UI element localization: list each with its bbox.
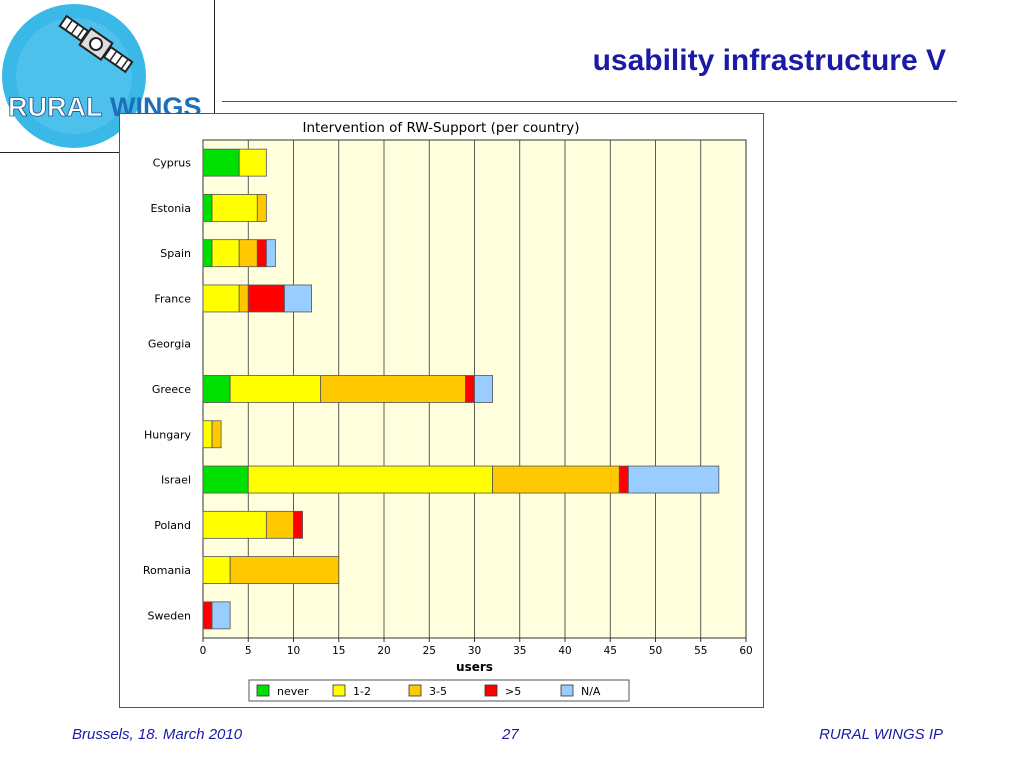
bar-segment: [202, 465, 249, 494]
satellite-icon: [58, 14, 134, 74]
legend-label: never: [277, 685, 309, 698]
x-axis-ticks: 0 5 10 15 20 25 30 35 40 45 50 55 60: [200, 638, 753, 657]
category-label: Spain: [160, 247, 191, 260]
category-label: Poland: [154, 519, 191, 532]
legend-swatch: [256, 684, 270, 697]
slide-title: usability infrastructure V: [592, 44, 946, 77]
legend-swatch: [484, 684, 498, 697]
bar-segment: [202, 601, 213, 630]
bar-segment: [293, 510, 303, 539]
x-tick-label: 15: [332, 645, 345, 657]
bar-segment: [265, 510, 294, 539]
legend-label: N/A: [581, 685, 601, 698]
x-tick-label: 25: [423, 645, 436, 657]
bar-segment: [202, 420, 213, 449]
page-number: 27: [502, 726, 519, 743]
legend-label: 1-2: [353, 685, 371, 698]
x-tick-label: 50: [649, 645, 662, 657]
category-label: Romania: [143, 564, 191, 577]
chart-title: Intervention of RW-Support (per country): [302, 120, 579, 136]
legend-label: >5: [505, 685, 521, 698]
category-label: Estonia: [151, 202, 192, 215]
bar-segment: [465, 375, 475, 403]
legend-label: 3-5: [429, 685, 447, 698]
bar-segment: [238, 239, 258, 268]
category-label: France: [154, 292, 191, 305]
x-tick-label: 45: [604, 645, 617, 657]
bar-segment: [238, 148, 267, 177]
bar-segment: [202, 375, 231, 403]
bar-segment: [202, 510, 267, 539]
bar-segment: [202, 239, 213, 268]
y-axis-labels: Cyprus Estonia Spain France Georgia Greece Hun…: [143, 157, 192, 623]
x-tick-label: 30: [468, 645, 481, 657]
bar-segment: [202, 556, 231, 584]
bar-segment: [492, 465, 620, 494]
x-tick-label: 35: [513, 645, 526, 657]
rural-wings-logo: RURAL WINGS: [0, 0, 215, 153]
x-tick-label: 5: [245, 645, 252, 657]
category-label: Greece: [152, 383, 191, 396]
x-tick-label: 40: [558, 645, 571, 657]
legend-swatch: [332, 684, 346, 697]
bar-segment: [202, 194, 213, 222]
bar-segment: [247, 465, 494, 494]
category-label: Georgia: [148, 338, 191, 351]
bar-segment: [238, 284, 249, 313]
category-label: Israel: [161, 474, 191, 487]
legend-swatch: [560, 684, 574, 697]
bar-segment: [229, 375, 322, 403]
x-tick-label: 55: [694, 645, 707, 657]
x-tick-label: 20: [377, 645, 390, 657]
logo-graphic: RURAL WINGS: [2, 4, 202, 148]
bar-segment: [627, 465, 720, 494]
x-tick-label: 10: [287, 645, 300, 657]
bar-segment: [247, 284, 285, 313]
x-tick-label: 0: [200, 645, 207, 657]
bars: [202, 148, 720, 630]
footer-date: Brussels, 18. March 2010: [72, 726, 243, 743]
bar-segment: [284, 284, 312, 313]
bar-segment: [211, 194, 258, 222]
bar-segment: [256, 239, 267, 268]
legend-swatch: [408, 684, 422, 697]
x-axis-label: users: [456, 660, 493, 674]
bar-segment: [211, 601, 231, 630]
category-label: Hungary: [144, 428, 191, 441]
category-label: Cyprus: [153, 157, 192, 170]
bar-segment: [211, 420, 222, 449]
logo-rural-text: RURAL: [8, 92, 103, 122]
bar-segment: [211, 239, 240, 268]
bar-segment: [229, 556, 340, 584]
bar-segment: [474, 375, 494, 403]
category-label: Sweden: [148, 609, 191, 622]
chart-frame: Intervention of RW-Support (per country)…: [119, 113, 764, 708]
bar-segment: [202, 148, 240, 177]
bar-segment: [256, 194, 267, 222]
title-divider: [222, 101, 957, 102]
legend: never 1-2 3-5 >5 N/A: [248, 679, 630, 702]
bar-segment: [320, 375, 466, 403]
footer-project: RURAL WINGS IP: [819, 726, 943, 743]
bar-segment: [202, 284, 240, 313]
x-tick-label: 60: [739, 645, 752, 657]
bar-segment: [618, 465, 629, 494]
bar-segment: [265, 239, 276, 268]
stacked-bar-chart: Intervention of RW-Support (per country)…: [143, 120, 753, 702]
